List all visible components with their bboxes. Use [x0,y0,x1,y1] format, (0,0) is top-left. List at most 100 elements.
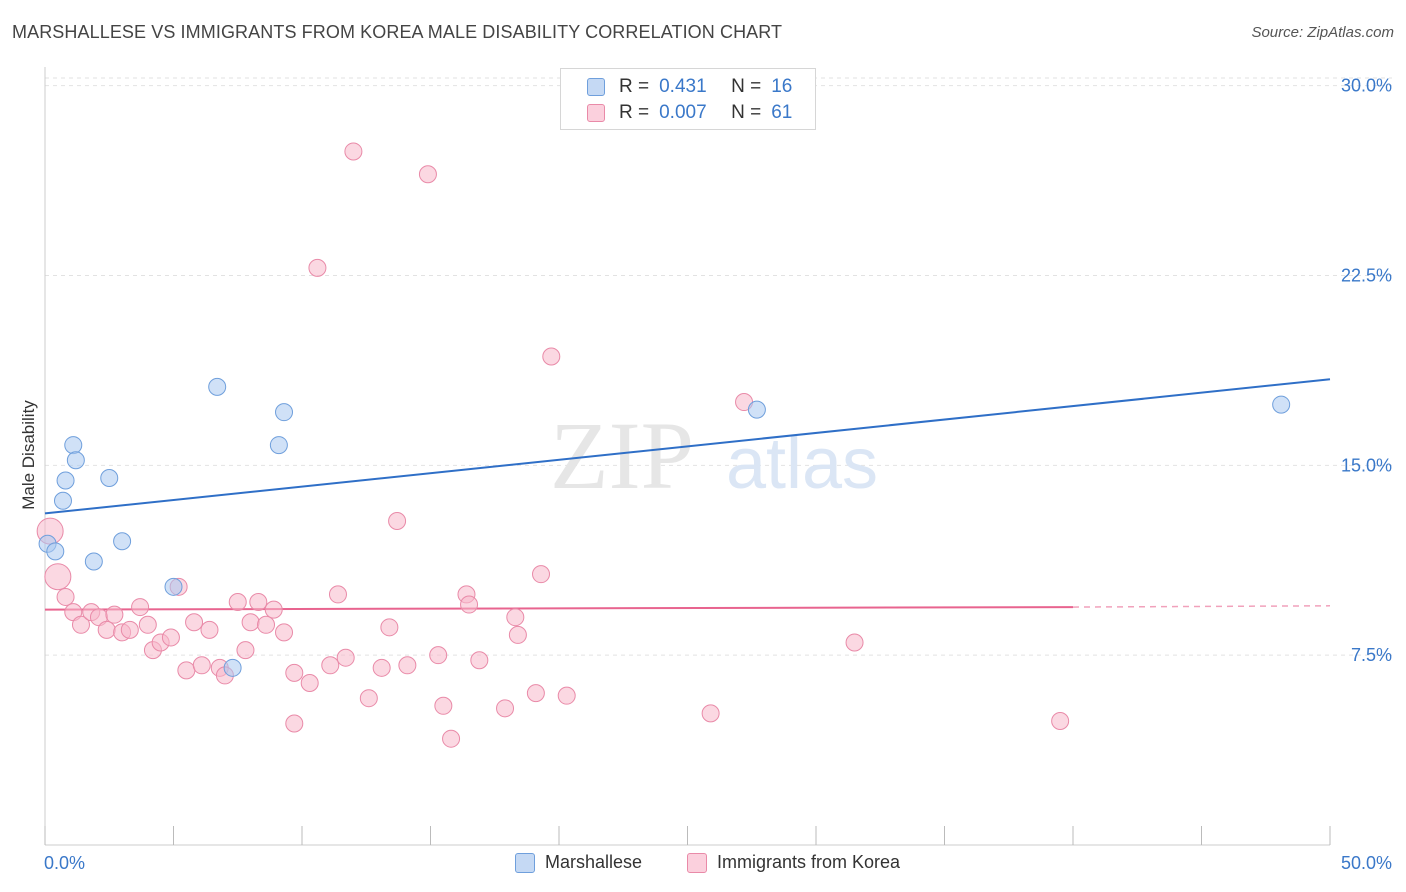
trend-line-korea [44,606,1074,611]
point-immigrants-from-korea [845,633,864,652]
point-immigrants-from-korea [275,623,294,642]
point-immigrants-from-korea [532,565,551,584]
tick-labels: 7.5% 15.0% 22.5% 30.0% 0.0% 50.0% [44,76,1392,873]
point-immigrants-from-korea [418,165,437,184]
y-tick-label: 15.0% [1341,455,1392,475]
series-legend: Marshallese Immigrants from Korea [0,852,1406,876]
trend-line-marshallese [44,378,1331,515]
point-immigrants-from-korea [105,605,124,624]
point-immigrants-from-korea [71,615,90,634]
point-marshallese [164,577,183,596]
point-immigrants-from-korea [249,593,268,612]
point-immigrants-from-korea [138,615,157,634]
legend-swatch-blue [515,852,535,873]
point-immigrants-from-korea [388,512,407,531]
legend-swatch-pink [687,852,707,873]
point-immigrants-from-korea [131,598,150,617]
point-immigrants-from-korea [506,608,525,627]
legend-label: Marshallese [545,852,643,872]
point-immigrants-from-korea [380,618,399,637]
point-immigrants-from-korea [336,648,355,667]
point-immigrants-from-korea [192,656,211,675]
point-immigrants-from-korea [372,658,391,677]
point-immigrants-from-korea [228,593,247,612]
point-immigrants-from-korea [321,656,340,675]
point-marshallese [64,436,83,455]
point-marshallese [1272,395,1291,414]
point-marshallese [208,377,227,396]
point-immigrants-from-korea [508,625,527,644]
point-immigrants-from-korea [701,704,720,723]
point-immigrants-from-korea [434,696,453,715]
point-immigrants-from-korea [44,563,72,591]
legend-row-marshallese: R = 0.431 N = 16 [587,75,792,99]
series-marshallese [38,377,1291,677]
watermark-zip: ZIP [550,402,694,509]
point-immigrants-from-korea [97,620,116,639]
point-marshallese [56,471,75,490]
gridlines [45,77,1392,656]
legend-r-value: 0.007 [659,102,707,123]
point-marshallese [113,532,132,551]
point-immigrants-from-korea [300,674,319,693]
legend-item-korea[interactable]: Immigrants from Korea [687,852,900,873]
source-credit: Source: ZipAtlas.com [1251,24,1394,41]
point-immigrants-from-korea [359,689,378,708]
trend-lines [44,378,1331,611]
trend-line-korea-extrapolated [1072,605,1331,608]
legend-n-label: N = [731,76,762,97]
chart-title: MARSHALLESE VS IMMIGRANTS FROM KOREA MAL… [12,22,783,42]
point-immigrants-from-korea [526,684,545,703]
legend-row-korea: R = 0.007 N = 61 [587,101,792,125]
y-tick-label: 22.5% [1341,265,1392,285]
legend-n-value: 16 [771,76,793,97]
point-immigrants-from-korea [496,699,515,718]
point-immigrants-from-korea [1051,711,1070,730]
point-marshallese [269,436,288,455]
point-immigrants-from-korea [120,620,139,639]
point-marshallese [275,403,294,422]
series-immigrants-from-korea [36,142,1070,748]
point-immigrants-from-korea [542,347,561,366]
legend-r-label: R = [619,102,650,123]
legend-swatch-pink [587,104,605,122]
point-immigrants-from-korea [398,656,417,675]
point-immigrants-from-korea [264,600,283,619]
legend-r-label: R = [619,76,650,97]
point-immigrants-from-korea [460,595,479,614]
point-immigrants-from-korea [470,651,489,670]
point-immigrants-from-korea [328,585,347,604]
point-immigrants-from-korea [308,258,327,277]
watermark-atlas: atlas [726,424,878,504]
point-marshallese [84,552,103,571]
point-immigrants-from-korea [344,142,363,161]
point-immigrants-from-korea [185,613,204,632]
point-immigrants-from-korea [429,646,448,665]
point-marshallese [100,468,119,487]
point-marshallese [223,658,242,677]
legend-label: Immigrants from Korea [717,852,901,872]
point-marshallese [66,451,85,470]
x-tick-label: 0.0% [44,853,85,873]
point-marshallese [46,542,65,561]
point-immigrants-from-korea [285,714,304,733]
point-marshallese [747,400,766,419]
legend-item-marshallese[interactable]: Marshallese [515,852,642,873]
point-immigrants-from-korea [236,641,255,660]
point-immigrants-from-korea [200,620,219,639]
y-tick-label: 7.5% [1351,645,1392,665]
point-immigrants-from-korea [161,628,180,647]
legend-n-value: 61 [771,102,793,123]
point-immigrants-from-korea [257,615,276,634]
point-marshallese [53,491,72,510]
point-immigrants-from-korea [241,613,260,632]
y-axis-label: Male Disability [19,400,38,510]
legend-r-value: 0.431 [659,76,707,97]
point-immigrants-from-korea [285,663,304,682]
point-immigrants-from-korea [442,729,461,748]
axes [44,67,1331,846]
point-immigrants-from-korea [557,686,576,705]
correlation-legend: R = 0.431 N = 16 R = 0.007 N = 61 [560,68,816,130]
point-immigrants-from-korea [177,661,196,680]
